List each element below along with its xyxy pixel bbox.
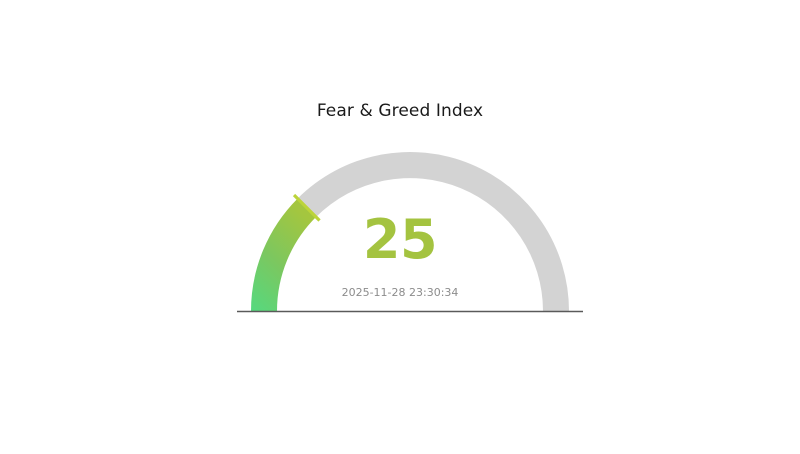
page-title: Fear & Greed Index [316,101,484,121]
gauge-progress-arc [251,198,316,311]
gauge-timestamp-label: 2025-11-28 23:30:34 [341,286,459,299]
gauge-threshold-marker [292,193,321,222]
gauge-track-arc [297,152,569,311]
gauge-value-label: 25 [362,208,438,271]
